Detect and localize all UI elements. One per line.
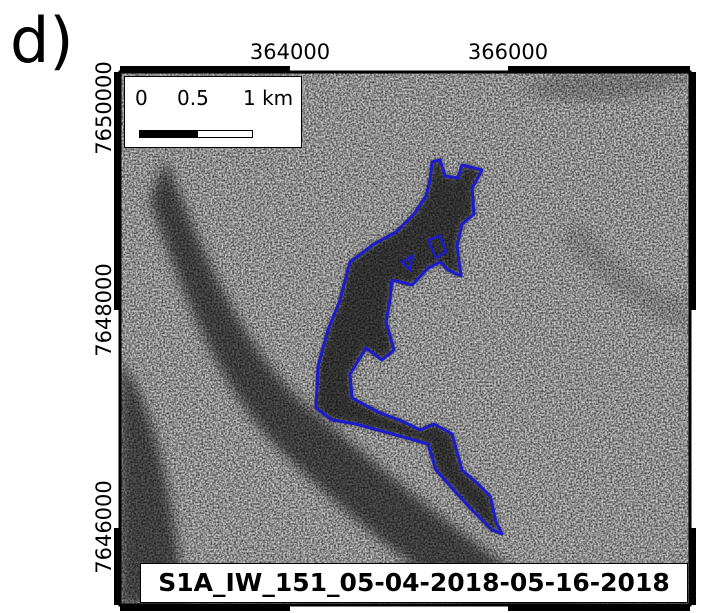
scale-label-0: 0 — [135, 86, 148, 110]
map-frame — [118, 70, 692, 607]
scale-bar: 0 0.5 1 km — [124, 76, 302, 148]
scale-label-km: 1 km — [243, 86, 294, 110]
scale-segment-black — [139, 130, 199, 138]
flood-outline — [314, 158, 504, 536]
image-caption: S1A_IW_151_05-04-2018-05-16-2018 — [140, 563, 688, 603]
x-tick-label-364000: 364000 — [249, 40, 331, 64]
x-tick-label-366000: 366000 — [467, 40, 549, 64]
sar-image — [120, 72, 690, 605]
panel-label: d) — [10, 4, 74, 77]
flood-outline-inner — [399, 234, 448, 273]
scale-segment-white — [197, 130, 253, 138]
scale-label-half: 0.5 — [177, 86, 209, 110]
frame-ticks — [114, 66, 696, 611]
